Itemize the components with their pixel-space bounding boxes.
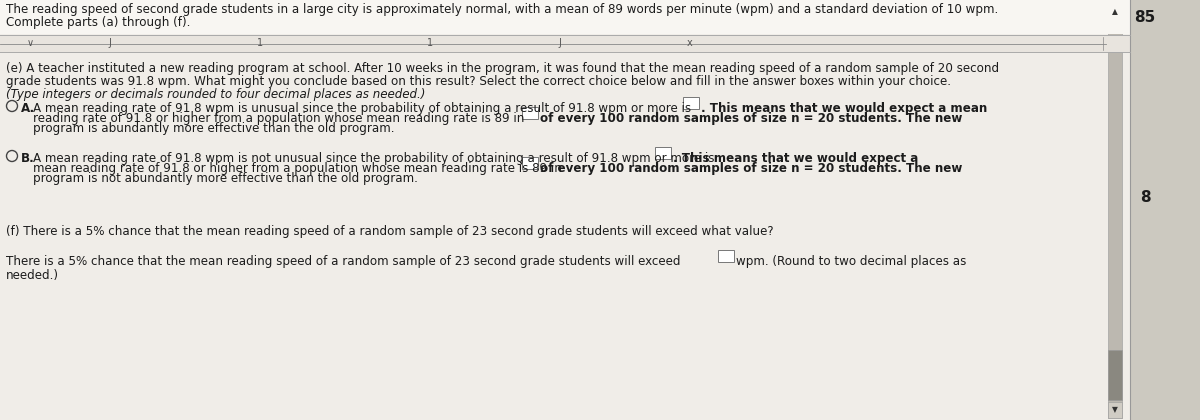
FancyBboxPatch shape [0, 0, 1130, 34]
FancyBboxPatch shape [1108, 350, 1122, 400]
Text: ▲: ▲ [1112, 8, 1118, 16]
Text: A mean reading rate of 91.8 wpm is not unusual since the probability of obtainin: A mean reading rate of 91.8 wpm is not u… [34, 152, 714, 165]
FancyBboxPatch shape [718, 250, 734, 262]
FancyBboxPatch shape [522, 157, 538, 169]
Text: Complete parts (a) through (f).: Complete parts (a) through (f). [6, 16, 191, 29]
Text: of every 100 random samples of size n = 20 students. The new: of every 100 random samples of size n = … [540, 162, 962, 175]
Text: . This means that we would expect a mean: . This means that we would expect a mean [701, 102, 988, 115]
Text: J: J [558, 39, 562, 48]
Text: of every 100 random samples of size n = 20 students. The new: of every 100 random samples of size n = … [540, 112, 962, 125]
Text: mean reading rate of 91.8 or higher from a population whose mean reading rate is: mean reading rate of 91.8 or higher from… [34, 162, 562, 175]
Text: wpm. (Round to two decimal places as: wpm. (Round to two decimal places as [736, 255, 966, 268]
Text: J: J [108, 39, 112, 48]
Text: program is not abundantly more effective than the old program.: program is not abundantly more effective… [34, 172, 418, 185]
Text: 1: 1 [427, 39, 433, 48]
Text: A.: A. [22, 102, 35, 115]
Text: needed.): needed.) [6, 269, 59, 282]
Text: ▼: ▼ [1112, 405, 1118, 415]
FancyBboxPatch shape [683, 97, 698, 109]
Text: B.: B. [22, 152, 35, 165]
FancyBboxPatch shape [1108, 2, 1122, 418]
FancyBboxPatch shape [655, 147, 671, 159]
Text: There is a 5% chance that the mean reading speed of a random sample of 23 second: There is a 5% chance that the mean readi… [6, 255, 680, 268]
Text: (e) A teacher instituted a new reading program at school. After 10 weeks in the : (e) A teacher instituted a new reading p… [6, 62, 1000, 75]
FancyBboxPatch shape [1108, 402, 1122, 418]
Text: reading rate of 91.8 or higher from a population whose mean reading rate is 89 i: reading rate of 91.8 or higher from a po… [34, 112, 524, 125]
Text: (Type integers or decimals rounded to four decimal places as needed.): (Type integers or decimals rounded to fo… [6, 88, 425, 101]
FancyBboxPatch shape [0, 35, 1130, 52]
Text: A mean reading rate of 91.8 wpm is unusual since the probability of obtaining a : A mean reading rate of 91.8 wpm is unusu… [34, 102, 691, 115]
Text: 8: 8 [1140, 190, 1151, 205]
Text: ∨: ∨ [26, 39, 34, 48]
FancyBboxPatch shape [522, 107, 538, 119]
Text: program is abundantly more effective than the old program.: program is abundantly more effective tha… [34, 122, 395, 135]
Text: The reading speed of second grade students in a large city is approximately norm: The reading speed of second grade studen… [6, 3, 998, 16]
Text: grade students was 91.8 wpm. What might you conclude based on this result? Selec: grade students was 91.8 wpm. What might … [6, 75, 952, 88]
FancyBboxPatch shape [1108, 4, 1122, 20]
Text: x: x [688, 39, 692, 48]
Text: . This means that we would expect a: . This means that we would expect a [673, 152, 918, 165]
Text: 85: 85 [1134, 10, 1156, 25]
Text: (f) There is a 5% chance that the mean reading speed of a random sample of 23 se: (f) There is a 5% chance that the mean r… [6, 225, 774, 238]
Text: 1: 1 [257, 39, 263, 48]
FancyBboxPatch shape [1130, 0, 1200, 420]
